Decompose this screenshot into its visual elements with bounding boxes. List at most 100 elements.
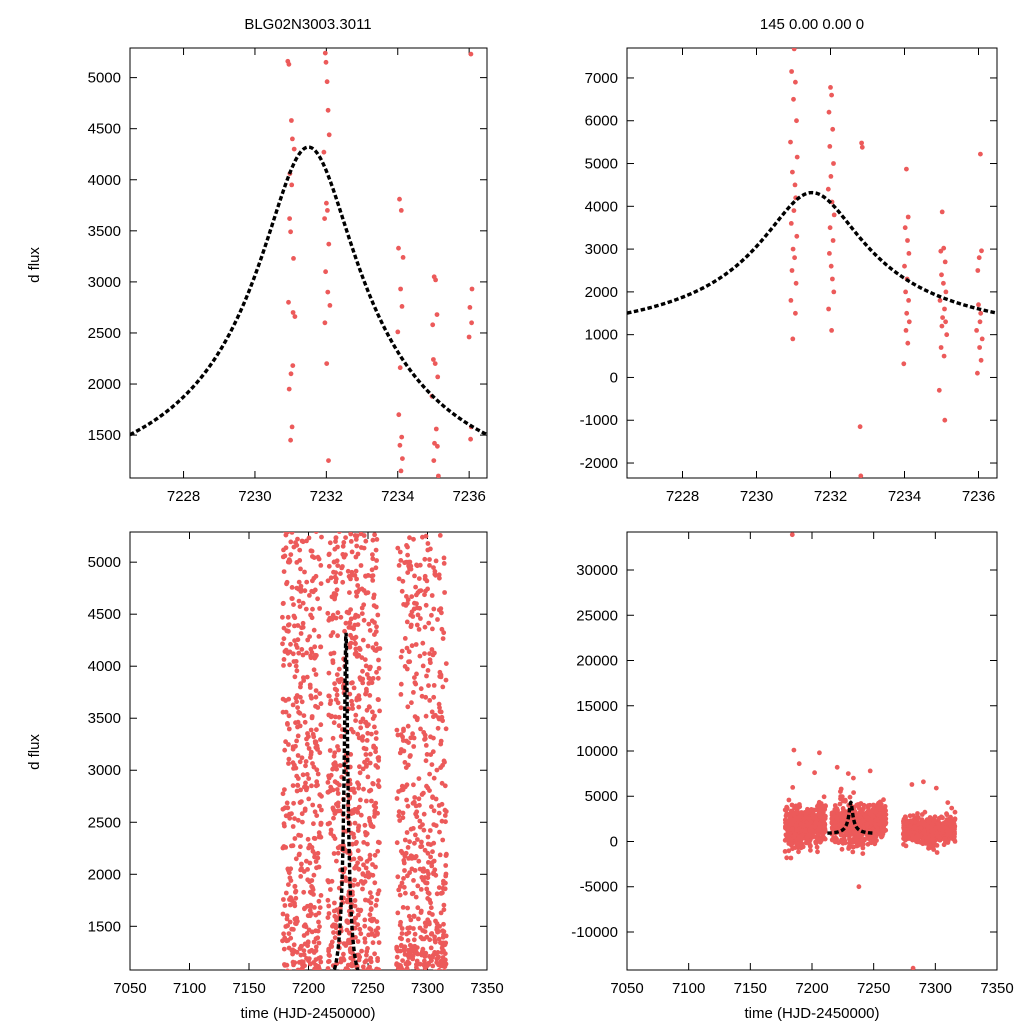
data-point bbox=[376, 940, 382, 945]
data-point bbox=[420, 949, 425, 954]
data-point bbox=[408, 954, 414, 960]
data-point bbox=[335, 563, 341, 568]
data-point bbox=[401, 858, 407, 863]
data-point bbox=[829, 328, 834, 333]
data-point bbox=[294, 773, 300, 779]
data-point bbox=[365, 972, 370, 977]
model-curve bbox=[627, 190, 997, 315]
data-point bbox=[790, 785, 796, 790]
data-point bbox=[940, 827, 945, 832]
data-point bbox=[312, 644, 318, 650]
data-point bbox=[374, 537, 380, 542]
data-point bbox=[315, 705, 321, 710]
data-point bbox=[359, 605, 365, 611]
data-point bbox=[830, 238, 836, 243]
data-point bbox=[443, 880, 448, 886]
data-point bbox=[368, 821, 374, 827]
data-point bbox=[351, 685, 357, 691]
data-point bbox=[444, 974, 449, 979]
data-point bbox=[426, 891, 432, 896]
data-point bbox=[815, 849, 820, 855]
data-point bbox=[416, 916, 421, 922]
data-point bbox=[439, 974, 444, 979]
data-point bbox=[286, 61, 292, 67]
data-point bbox=[348, 539, 354, 544]
data-point bbox=[331, 569, 336, 575]
data-point bbox=[977, 345, 982, 350]
data-point bbox=[319, 807, 324, 813]
data-point bbox=[363, 897, 368, 903]
data-point bbox=[299, 647, 305, 652]
data-point bbox=[297, 558, 303, 563]
data-point bbox=[306, 956, 312, 961]
data-point bbox=[396, 813, 402, 819]
data-point bbox=[312, 854, 317, 860]
data-point bbox=[329, 972, 334, 977]
data-point bbox=[360, 716, 366, 722]
data-point bbox=[439, 974, 444, 979]
data-point bbox=[296, 579, 302, 585]
data-point bbox=[902, 225, 908, 231]
data-point bbox=[432, 969, 436, 970]
data-point bbox=[305, 939, 311, 945]
data-point bbox=[793, 310, 798, 316]
data-point bbox=[431, 714, 436, 720]
data-point bbox=[347, 590, 352, 595]
data-point bbox=[409, 594, 415, 599]
data-point bbox=[850, 849, 856, 855]
data-point bbox=[821, 835, 827, 841]
data-point bbox=[789, 69, 794, 74]
data-point bbox=[304, 650, 309, 656]
data-point bbox=[350, 729, 356, 735]
data-point bbox=[806, 840, 812, 846]
data-point bbox=[325, 208, 330, 213]
data-point bbox=[401, 975, 406, 980]
data-point bbox=[443, 863, 449, 868]
data-point bbox=[442, 968, 447, 970]
data-point bbox=[286, 931, 292, 936]
data-point bbox=[325, 107, 331, 113]
data-point bbox=[400, 255, 406, 260]
data-point bbox=[437, 575, 442, 581]
data-point bbox=[282, 747, 288, 753]
data-point bbox=[300, 959, 306, 965]
data-point bbox=[332, 686, 338, 692]
data-point bbox=[791, 96, 796, 102]
data-point bbox=[395, 910, 401, 916]
data-point bbox=[318, 563, 324, 568]
data-point bbox=[442, 813, 448, 818]
data-point bbox=[357, 770, 363, 776]
data-point bbox=[317, 834, 322, 840]
data-point bbox=[283, 709, 289, 715]
data-point bbox=[398, 681, 404, 687]
data-point bbox=[418, 908, 424, 914]
data-point bbox=[364, 738, 370, 743]
data-point bbox=[369, 618, 375, 624]
data-point bbox=[365, 870, 371, 875]
data-point bbox=[326, 670, 332, 676]
data-point bbox=[436, 473, 441, 478]
data-point bbox=[305, 867, 310, 872]
data-point bbox=[318, 581, 324, 586]
data-point bbox=[443, 819, 448, 825]
data-point bbox=[979, 336, 985, 342]
data-point bbox=[375, 675, 381, 681]
data-point bbox=[396, 887, 402, 893]
data-point bbox=[789, 826, 795, 832]
data-point bbox=[407, 972, 412, 977]
data-point bbox=[413, 642, 419, 647]
data-point bbox=[353, 537, 359, 542]
data-point bbox=[417, 972, 422, 977]
data-point bbox=[292, 638, 297, 643]
data-point bbox=[338, 705, 344, 711]
data-point bbox=[310, 761, 315, 766]
data-point bbox=[808, 847, 813, 853]
data-point bbox=[424, 886, 430, 892]
data-point bbox=[291, 800, 296, 806]
data-point bbox=[408, 917, 414, 923]
data-point bbox=[369, 916, 375, 922]
data-point bbox=[330, 806, 336, 812]
data-point bbox=[316, 919, 321, 925]
data-point bbox=[298, 681, 304, 687]
data-point bbox=[430, 912, 435, 917]
